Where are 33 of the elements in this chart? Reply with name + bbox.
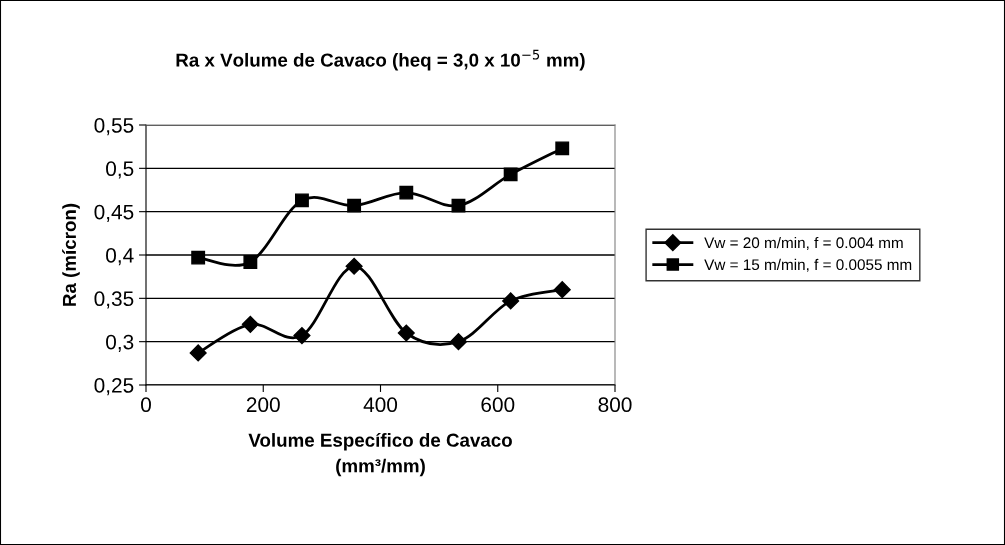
y-tick-label: 0,35: [94, 291, 134, 309]
point: [189, 344, 207, 362]
y-tick-label: 0,45: [94, 204, 134, 222]
point: [502, 292, 520, 310]
legend-label: Vw = 15 m/min, f = 0.0055 mm: [704, 258, 912, 272]
point: [451, 198, 466, 213]
y-axis-title: Ra (mícron): [62, 203, 80, 306]
point: [345, 257, 363, 275]
point: [397, 324, 415, 342]
x-tick-label: 0: [141, 397, 151, 413]
x-tick-label: 400: [363, 397, 398, 413]
x-tick-label: 600: [481, 397, 515, 413]
x-tick-label: 200: [246, 397, 280, 413]
y-tick-label: 0,25: [94, 378, 134, 396]
point: [553, 281, 571, 299]
point: [503, 167, 518, 182]
point: [191, 250, 206, 265]
point: [449, 333, 468, 351]
point: [347, 198, 362, 213]
y-tick-label: 0,4: [106, 248, 134, 266]
point: [555, 141, 570, 156]
y-tick-label: 0,5: [106, 161, 134, 179]
point: [293, 327, 311, 345]
legend-label: Vw = 20 m/min, f = 0.004 mm: [704, 236, 903, 250]
y-tick-label: 0,3: [106, 334, 134, 352]
point: [241, 315, 259, 333]
point: [243, 254, 258, 269]
x-axis-title: Volume Específico de Cavaco (mm³/mm): [248, 432, 512, 477]
point: [294, 193, 309, 208]
point: [399, 185, 414, 200]
x-tick-label: 800: [598, 397, 632, 413]
y-tick-label: 0,55: [94, 118, 134, 136]
chart-title: Ra x Volume de Cavaco (heq = 3,0 x 10$^{−5}$ mm): [176, 49, 585, 71]
